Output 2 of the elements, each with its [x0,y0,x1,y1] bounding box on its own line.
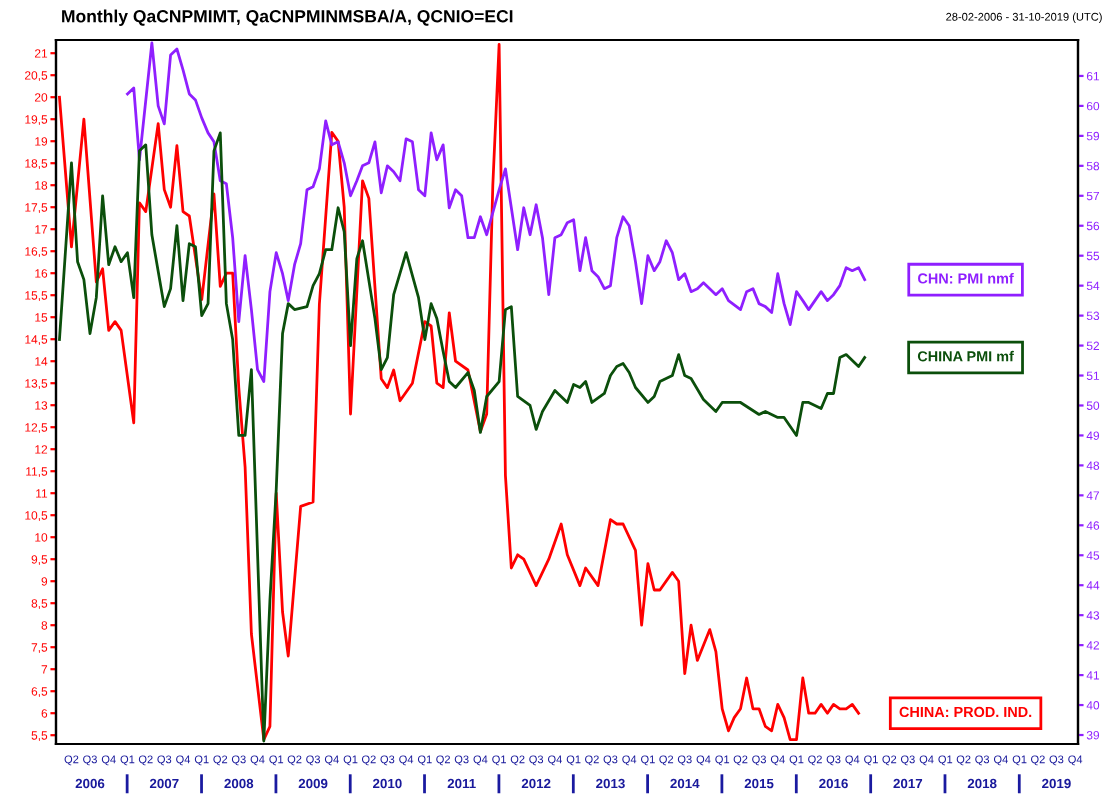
chart-title: Monthly QaCNPMIMT, QaCNPMINMSBA/A, QCNIO=ECI [62,9,513,26]
line-series [126,41,867,383]
